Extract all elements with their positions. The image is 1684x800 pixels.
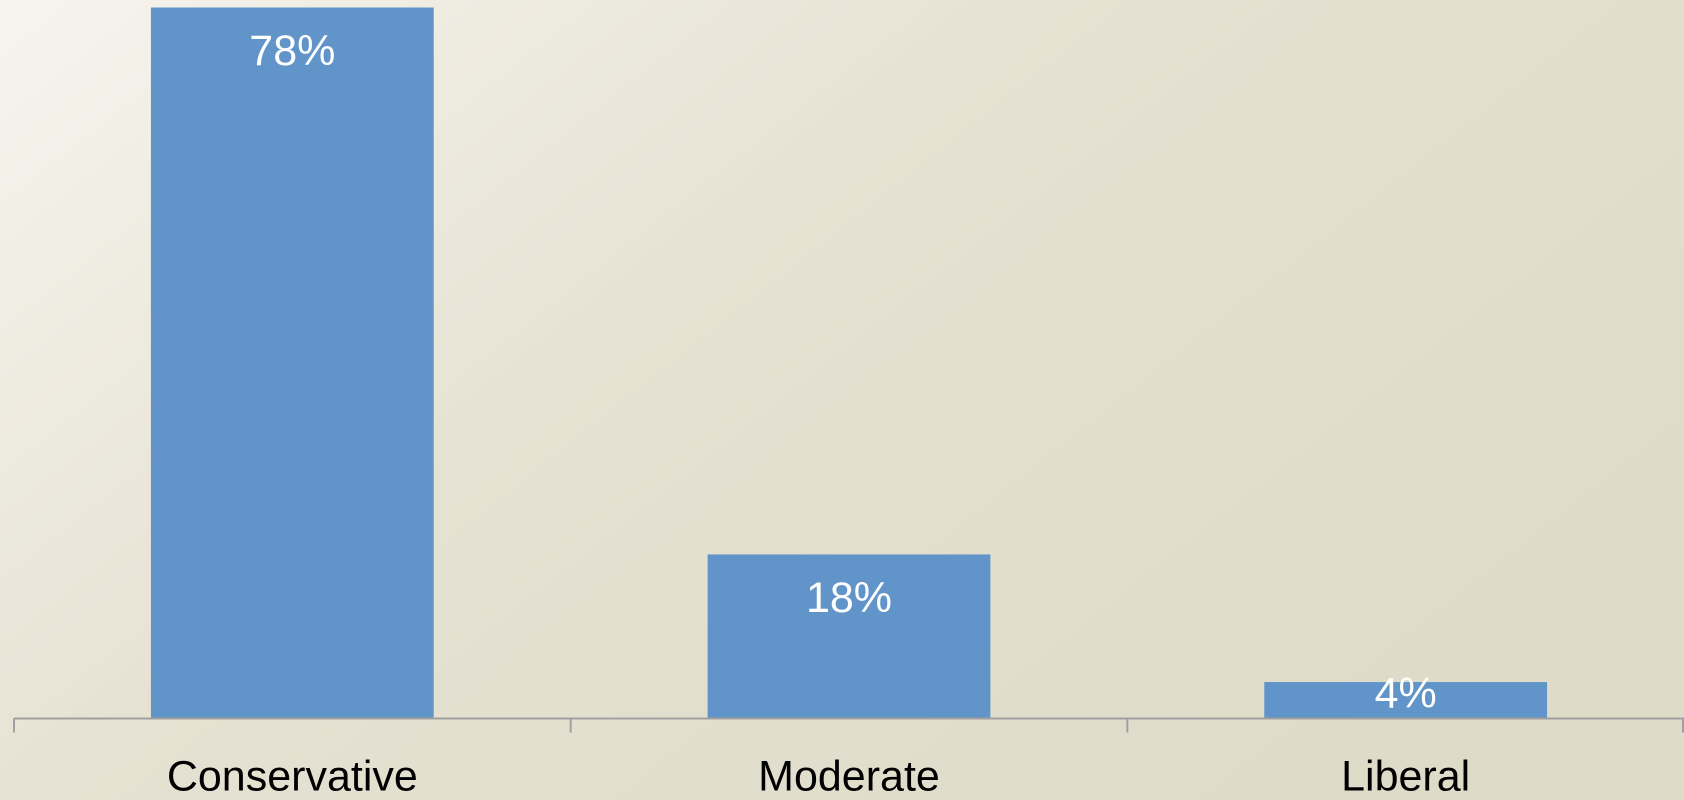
x-tick-label: Liberal <box>1341 752 1470 800</box>
x-tick-label: Conservative <box>167 752 418 800</box>
x-tick-label: Moderate <box>758 752 940 800</box>
data-label: 78% <box>249 27 335 75</box>
bar <box>707 554 991 719</box>
bar <box>1264 682 1548 719</box>
data-label: 18% <box>806 574 892 622</box>
bar <box>150 7 434 719</box>
data-label: 4% <box>1375 670 1437 718</box>
